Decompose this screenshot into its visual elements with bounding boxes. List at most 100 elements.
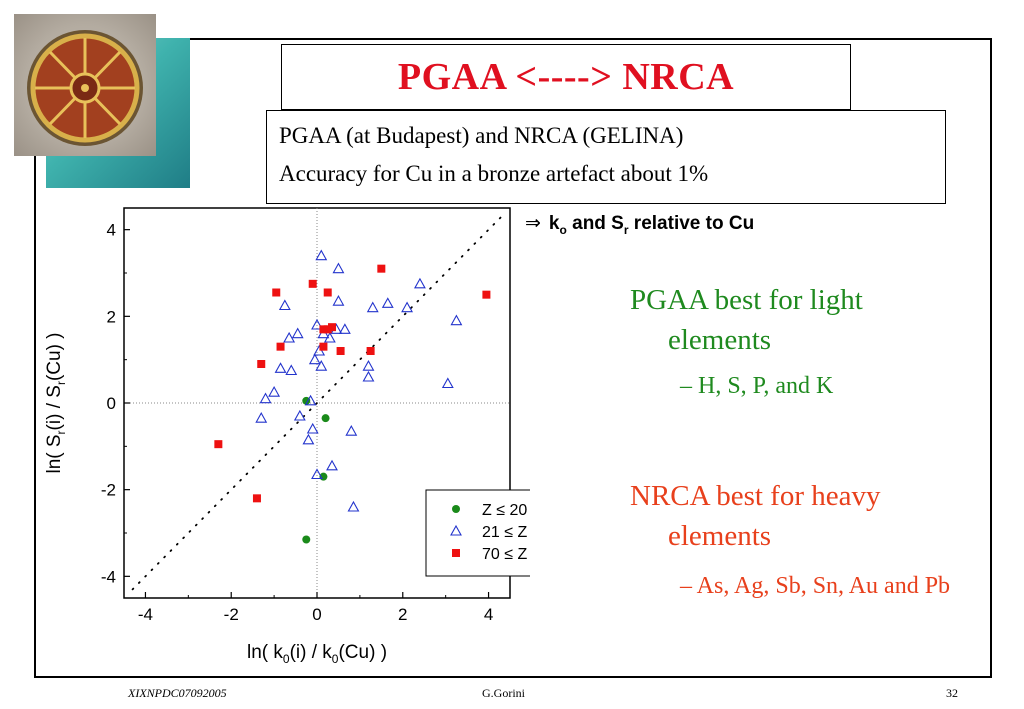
note-text-relative: relative to Cu <box>628 213 755 234</box>
implies-arrow-icon: ⇒ <box>525 212 541 234</box>
note-text-k: k <box>548 213 560 234</box>
note-text-and: and S <box>566 213 624 234</box>
data-point-circle <box>302 535 311 544</box>
series-2 <box>255 249 463 512</box>
data-point-triangle <box>347 500 360 512</box>
subtitle-line-1: PGAA (at Budapest) and NRCA (GELINA) <box>279 123 684 148</box>
data-point-square <box>319 342 328 351</box>
subtitle-line-2: Accuracy for Cu in a bronze artefact abo… <box>279 161 709 186</box>
bullet-pgaa: PGAA best for light elements <box>630 280 960 360</box>
data-point-triangle <box>323 331 336 343</box>
data-point-triangle <box>311 468 323 480</box>
data-point-triangle <box>338 323 351 334</box>
data-point-triangle <box>441 377 454 389</box>
data-point-circle <box>321 414 330 423</box>
data-point-square <box>482 290 491 299</box>
axis-label-subscript: 0 <box>332 652 339 666</box>
data-point-square <box>308 279 317 288</box>
data-point-triangle <box>381 297 394 308</box>
axis-label-subscript: 0 <box>283 652 290 666</box>
y-tick-label: 0 <box>107 394 116 413</box>
data-point-triangle <box>315 360 328 371</box>
scatter-chart: -4 -2 0 2 4 -4 -2 0 2 4 ln( k0(i) / k0(Cu) ) ln( Sr… <box>30 200 607 680</box>
data-point-triangle <box>302 433 315 445</box>
bullet-nrca-text: NRCA best for heavy elements <box>630 480 881 552</box>
series-3 <box>214 264 491 503</box>
bullet-pgaa-text: PGAA best for light elements <box>630 284 863 356</box>
data-point-triangle <box>285 364 298 376</box>
data-point-square <box>336 347 345 355</box>
note-sub-r: r <box>623 222 629 237</box>
y-axis-label: ln( Sr(i) / Sr(Cu) ) <box>44 332 68 473</box>
data-point-triangle <box>293 409 306 421</box>
data-point-square <box>323 325 332 334</box>
data-point-triangle <box>291 327 304 339</box>
relative-note: ⇒ ko and Sr relative to Cu <box>525 212 754 237</box>
data-point-square <box>276 342 285 351</box>
data-point-square <box>377 264 386 273</box>
axis-label-part: (i) / k <box>290 642 333 663</box>
subtitle-box: PGAA (at Budapest) and NRCA (GELINA) Acc… <box>266 110 946 204</box>
axis-label-subscript: r <box>54 381 68 385</box>
data-point-triangle <box>332 295 345 306</box>
data-point-square <box>319 325 328 334</box>
data-point-square <box>272 288 281 297</box>
data-point-square <box>328 323 337 332</box>
y-tick-label: 4 <box>107 221 116 240</box>
legend-marker-triangle <box>450 524 462 536</box>
data-point-triangle <box>450 314 463 326</box>
sub-bullet-nrca: – As, Ag, Sb, Sn, Au and Pb <box>680 570 960 602</box>
data-point-triangle <box>274 362 287 373</box>
data-point-square <box>257 360 266 368</box>
series-1 <box>302 396 330 544</box>
legend-label: 70 ≤ Z ≤ 83 <box>482 546 530 563</box>
axis-label-part: (Cu) ) <box>44 332 65 381</box>
data-point-triangle <box>413 277 426 289</box>
sub-bullet-nrca-text: – As, Ag, Sb, Sn, Au and Pb <box>680 573 951 599</box>
data-point-triangle <box>345 425 358 436</box>
artefact-photo <box>14 14 156 156</box>
data-point-triangle <box>362 370 375 382</box>
axis-label-part: ln( S <box>44 434 65 473</box>
x-axis-label: ln( k0(i) / k0(Cu) ) <box>247 642 387 666</box>
legend-marker-circle <box>452 505 460 513</box>
data-point-square <box>214 440 223 449</box>
data-point-square <box>323 288 332 297</box>
axis-label-part: (i) / S <box>44 385 65 430</box>
x-tick-label: 4 <box>484 605 493 624</box>
data-point-square <box>366 347 375 355</box>
sub-bullet-pgaa: – H, S, P, and K <box>680 373 834 399</box>
footer-page-number: 32 <box>946 686 958 700</box>
axis-label-part: (Cu) ) <box>338 642 387 663</box>
data-point-triangle <box>304 394 317 406</box>
x-tick-label: -4 <box>138 605 153 624</box>
bullet-nrca: NRCA best for heavy elements <box>630 476 970 556</box>
diagonal-line <box>131 215 503 591</box>
data-point-triangle <box>268 386 281 397</box>
x-tick-label: 2 <box>398 605 407 624</box>
bronze-brooch-image <box>27 30 143 146</box>
data-point-triangle <box>306 422 319 434</box>
title-box: PGAA <----> NRCA <box>281 44 851 110</box>
x-tick-label: -2 <box>224 605 239 624</box>
legend-label: Z ≤ 20 <box>482 502 527 519</box>
legend-label: 21 ≤ Z ≤ 69 <box>482 524 530 541</box>
x-tick-label: 0 <box>312 605 321 624</box>
data-point-triangle <box>283 331 296 343</box>
data-point-triangle <box>308 353 321 365</box>
footer-author: G.Gorini <box>482 686 525 700</box>
footer-code: XIXNPDC07092005 <box>128 686 227 700</box>
data-point-triangle <box>278 299 291 311</box>
data-point-triangle <box>255 412 268 423</box>
data-point-square <box>252 494 261 503</box>
data-point-triangle <box>259 392 272 404</box>
data-point-triangle <box>401 301 414 313</box>
y-tick-label: -2 <box>101 481 116 500</box>
data-point-triangle <box>332 262 345 274</box>
axis-label-part: ln( k <box>247 642 283 663</box>
data-point-triangle <box>315 249 328 261</box>
legend-marker-square <box>452 549 460 557</box>
data-point-triangle <box>311 318 323 330</box>
data-point-triangle <box>326 459 338 471</box>
